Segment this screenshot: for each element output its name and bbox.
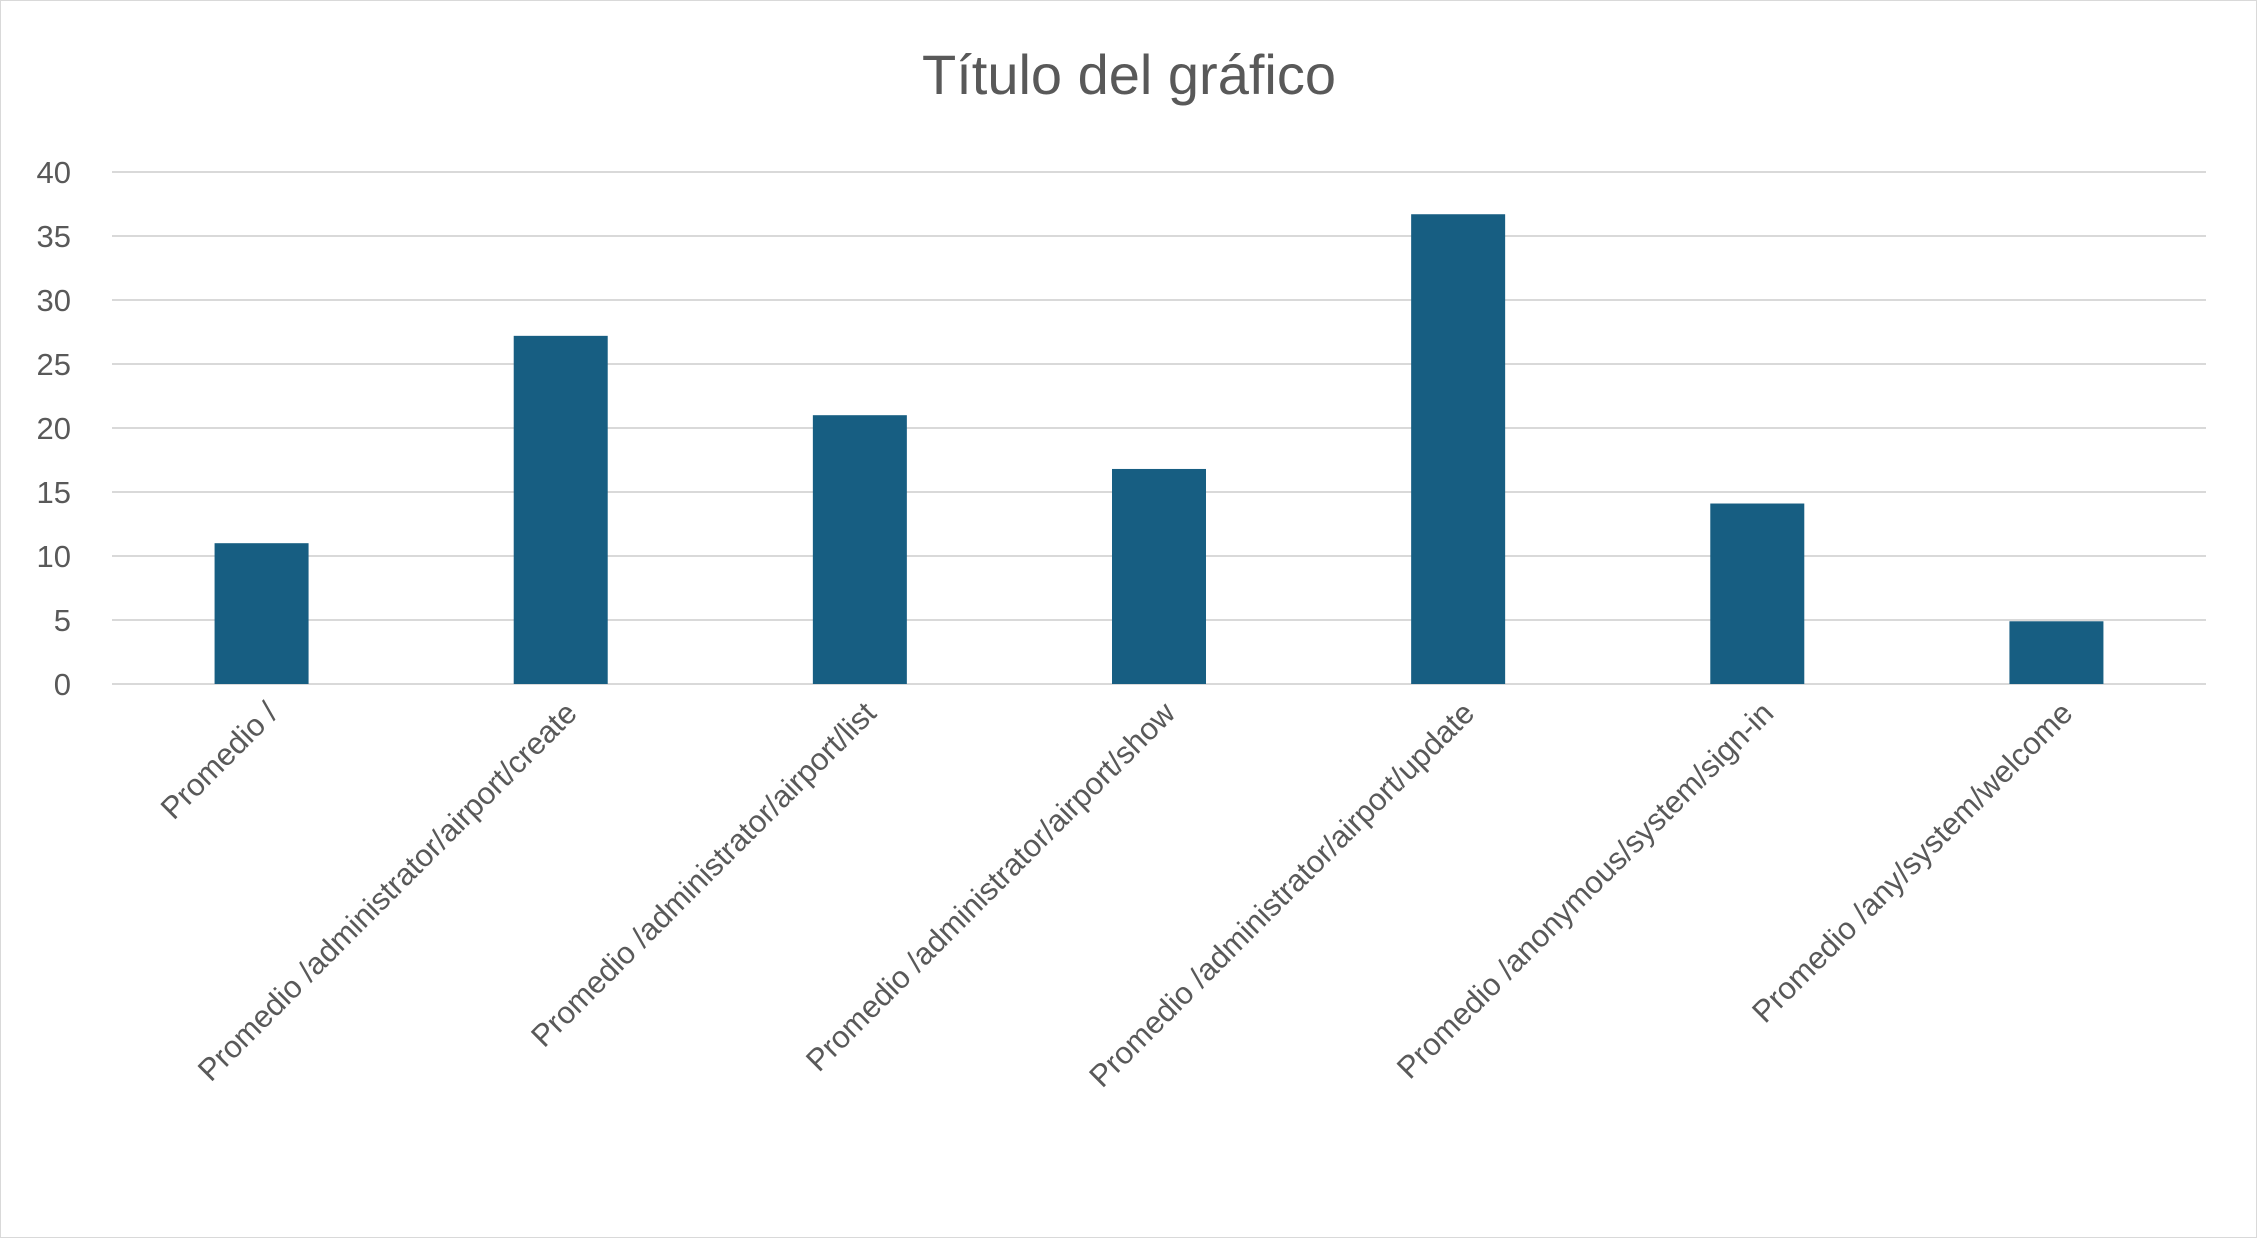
bar bbox=[1710, 503, 1805, 684]
y-tick-label: 15 bbox=[37, 475, 71, 510]
y-tick-label: 25 bbox=[37, 347, 71, 382]
y-tick-label: 0 bbox=[54, 667, 71, 702]
y-tick-label: 20 bbox=[37, 411, 71, 446]
y-axis-ticks: 0 5 10 15 20 25 30 35 40 bbox=[37, 155, 71, 702]
chart-title: Título del gráfico bbox=[922, 43, 1336, 106]
bar bbox=[513, 335, 608, 684]
bars bbox=[214, 214, 2104, 685]
gridlines bbox=[112, 171, 2206, 685]
bar bbox=[1411, 214, 1506, 685]
x-category-label: Promedio / bbox=[154, 695, 285, 826]
y-tick-label: 10 bbox=[37, 539, 71, 574]
bar bbox=[2009, 621, 2104, 684]
bar bbox=[214, 543, 309, 684]
y-tick-label: 40 bbox=[37, 155, 71, 190]
y-tick-label: 35 bbox=[37, 219, 71, 254]
x-category-label: Promedio /anonymous/system/sign-in bbox=[1390, 695, 1780, 1085]
x-category-label: Promedio /any/system/welcome bbox=[1745, 695, 2079, 1029]
x-category-label: Promedio /administrator/airport/list bbox=[524, 695, 883, 1054]
y-tick-label: 30 bbox=[37, 283, 71, 318]
bar bbox=[812, 415, 907, 684]
y-tick-label: 5 bbox=[54, 603, 71, 638]
x-axis-labels: Promedio / Promedio /administrator/airpor… bbox=[154, 695, 2080, 1094]
x-category-label: Promedio /administrator/airport/show bbox=[799, 695, 1182, 1078]
bar bbox=[1112, 468, 1206, 684]
